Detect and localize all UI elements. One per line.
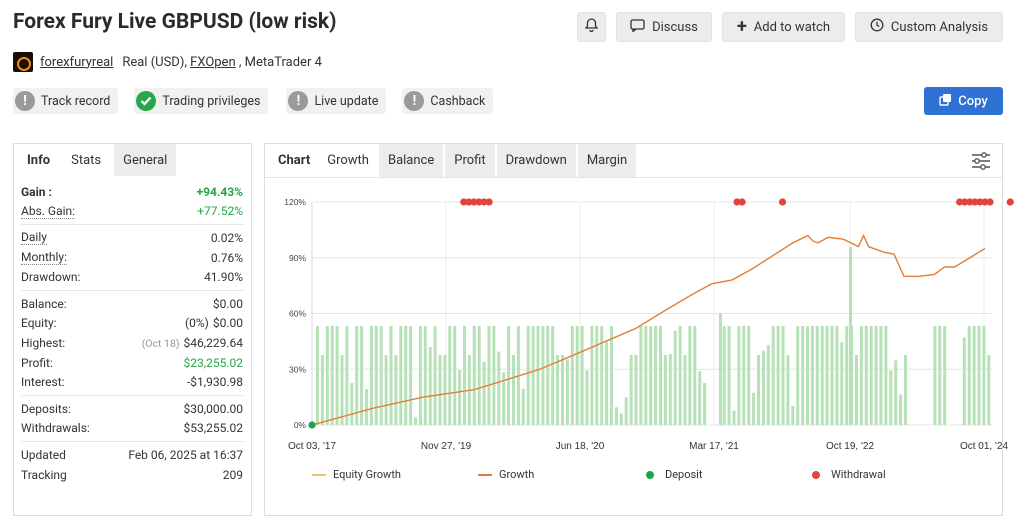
tab-margin[interactable]: Margin xyxy=(577,144,637,177)
custom-analysis-button[interactable]: Custom Analysis xyxy=(855,12,1003,42)
exclamation-icon: ! xyxy=(15,91,35,111)
badge-bar: ! Track record Trading privileges ! Live… xyxy=(13,88,494,114)
exclamation-icon: ! xyxy=(288,91,309,111)
platform-label: , MetaTrader 4 xyxy=(235,54,322,70)
plus-icon: + xyxy=(736,16,747,37)
tab-growth[interactable]: Growth xyxy=(319,144,377,177)
chart-panel: Chart Growth Balance Profit Drawdown Mar… xyxy=(264,143,1003,516)
exclamation-icon: ! xyxy=(404,91,425,111)
clock-icon xyxy=(870,18,884,36)
badge-label: Live update xyxy=(314,93,379,109)
stat-deposits: Deposits: $30,000.00 xyxy=(21,401,243,416)
badge-trading-privileges[interactable]: Trading privileges xyxy=(134,88,269,114)
legend-withdrawal[interactable]: Withdrawal xyxy=(812,468,886,481)
legend-dot-icon xyxy=(646,470,654,479)
copy-button[interactable]: Copy xyxy=(924,87,1003,115)
badge-live-update[interactable]: ! Live update xyxy=(286,88,387,114)
legend-growth[interactable]: Growth xyxy=(478,468,534,481)
account-type: Real (USD), xyxy=(122,54,191,70)
avatar xyxy=(13,52,33,72)
legend-deposit[interactable]: Deposit xyxy=(646,468,702,481)
legend-line-icon xyxy=(312,473,326,476)
tab-chart: Chart xyxy=(278,153,311,168)
stat-updated: Updated Feb 06, 2025 at 16:37 xyxy=(21,447,243,462)
comment-icon xyxy=(630,18,645,36)
stat-balance: Balance: $0.00 xyxy=(21,296,243,311)
badge-track-record[interactable]: ! Track record xyxy=(13,88,119,114)
tab-info[interactable]: Info xyxy=(14,144,61,176)
tab-general[interactable]: General xyxy=(114,144,177,176)
stat-profit: Profit: $23,255.02 xyxy=(21,355,243,370)
account-info: forexfuryreal Real (USD), FXOpen , MetaT… xyxy=(13,52,322,72)
custom-analysis-label: Custom Analysis xyxy=(890,19,989,35)
add-to-watch-label: Add to watch xyxy=(753,19,830,35)
stat-highest: Highest: (Oct 18) $46,229.64 xyxy=(21,335,243,350)
tab-stats[interactable]: Stats xyxy=(60,144,113,176)
legend-line-icon xyxy=(478,473,492,476)
badge-label: Trading privileges xyxy=(162,93,261,109)
bell-icon xyxy=(584,18,599,36)
notification-button[interactable] xyxy=(577,12,606,42)
broker-link[interactable]: FXOpen xyxy=(190,54,236,70)
add-to-watch-button[interactable]: + Add to watch xyxy=(722,12,845,42)
stats-panel: Info Stats General Gain : +94.43% Abs. Ga… xyxy=(13,143,252,516)
stat-interest: Interest: -$1,930.98 xyxy=(21,375,243,390)
check-icon xyxy=(136,91,157,111)
discuss-label: Discuss xyxy=(652,19,698,35)
tab-drawdown[interactable]: Drawdown xyxy=(496,144,576,177)
page-title: Forex Fury Live GBPUSD (low risk) xyxy=(13,10,337,34)
tab-balance[interactable]: Balance xyxy=(378,144,444,177)
discuss-button[interactable]: Discuss xyxy=(616,12,712,42)
legend-equity-growth[interactable]: Equity Growth xyxy=(312,468,401,481)
stat-tracking: Tracking 209 xyxy=(21,467,243,482)
legend-dot-icon xyxy=(812,470,820,479)
stat-monthly: Monthly: 0.76% xyxy=(21,250,243,266)
stat-drawdown: Drawdown: 41.90% xyxy=(21,270,243,285)
stat-withdrawals: Withdrawals: $53,255.02 xyxy=(21,421,243,436)
copy-label: Copy xyxy=(958,93,988,109)
stat-daily: Daily 0.02% xyxy=(21,230,243,246)
badge-label: Cashback xyxy=(430,93,486,109)
badge-label: Track record xyxy=(41,93,111,109)
copy-icon xyxy=(939,93,952,110)
stat-equity: Equity: (0%) $0.00 xyxy=(21,316,243,331)
stat-gain: Gain : +94.43% xyxy=(21,184,243,199)
badge-cashback[interactable]: ! Cashback xyxy=(402,88,494,114)
tab-profit[interactable]: Profit xyxy=(445,144,495,177)
withdrawal-marker xyxy=(1006,198,1014,206)
chart-settings-icon[interactable] xyxy=(971,152,991,174)
stat-abs-gain: Abs. Gain: +77.52% xyxy=(21,203,243,219)
user-link[interactable]: forexfuryreal xyxy=(40,54,114,70)
